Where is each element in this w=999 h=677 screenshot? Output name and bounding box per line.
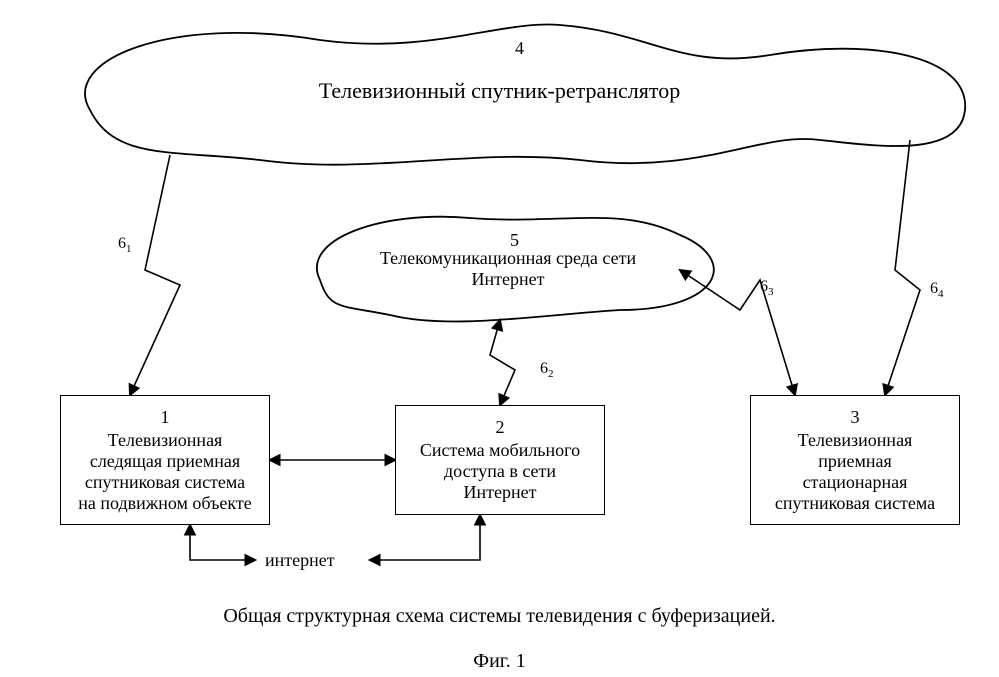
- internet-cloud-label: Телекомуникационная среда сети Интернет: [348, 248, 668, 290]
- edge-label-6-3: 63: [760, 278, 774, 298]
- box-line: Телевизионная: [108, 430, 223, 451]
- box-line: следящая приемная: [90, 451, 240, 472]
- edge-label-6-1: 61: [118, 235, 132, 255]
- edge-label-6-4: 64: [930, 280, 944, 300]
- box-number: 2: [496, 417, 505, 438]
- box-line: Телевизионная: [798, 430, 913, 451]
- satellite-cloud-number: 4: [515, 38, 524, 59]
- internet-cloud-label-line2: Интернет: [472, 269, 545, 289]
- box-line: стационарная: [803, 472, 908, 493]
- diagram-caption: Общая структурная схема системы телевиде…: [0, 605, 999, 628]
- box-mobile-internet-access: 2Система мобильногодоступа в сетиИнтерне…: [395, 405, 605, 515]
- internet-cloud-label-line1: Телекомуникационная среда сети: [380, 248, 636, 268]
- box-line: спутниковая система: [775, 493, 935, 514]
- box-number: 3: [851, 407, 860, 428]
- box-number: 1: [161, 407, 170, 428]
- satellite-cloud-label: Телевизионный спутник-ретранслятор: [0, 78, 999, 104]
- figure-number: Фиг. 1: [0, 650, 999, 673]
- edge-label-6-2: 62: [540, 360, 554, 380]
- box-line: доступа в сети: [444, 461, 556, 482]
- box-stationary-satellite-system: 3Телевизионнаяприемнаястационарнаяспутни…: [750, 395, 960, 525]
- box-line: приемная: [818, 451, 892, 472]
- box-line: на подвижном объекте: [78, 493, 252, 514]
- box-mobile-tracking-system: 1Телевизионнаяследящая приемнаяспутников…: [60, 395, 270, 525]
- box-line: Интернет: [464, 482, 537, 503]
- internet-text-label: интернет: [265, 550, 335, 571]
- box-line: спутниковая система: [85, 472, 245, 493]
- box-line: Система мобильного: [420, 440, 580, 461]
